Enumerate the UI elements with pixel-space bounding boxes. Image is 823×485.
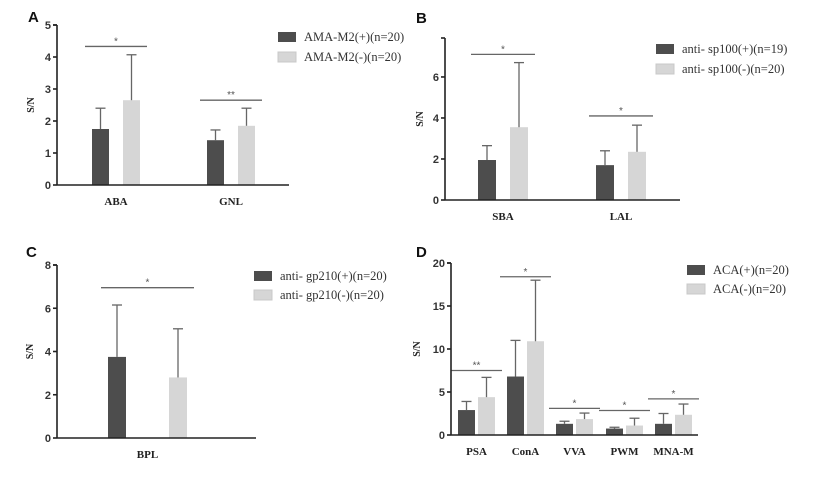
bar-positive-pwm (606, 428, 623, 435)
bar-positive-aba (92, 129, 109, 185)
y-tick-label: 4 (45, 347, 52, 359)
x-category-label: VVA (563, 446, 585, 458)
y-tick-label: 0 (433, 195, 439, 207)
y-tick-label: 0 (439, 430, 445, 442)
significance-label: * (501, 44, 505, 55)
y-tick-label: 0 (45, 180, 51, 192)
x-category-label: GNL (219, 196, 243, 208)
panel-b: B * * 0 2 4 6 SBA LAL S/N anti- sp100(+)(n=19) anti… (415, 10, 787, 223)
y-axis-label: S/N (26, 96, 37, 112)
bar-negative-mna-m (675, 414, 692, 435)
y-tick-label: 4 (433, 113, 440, 125)
bar-positive-lal (596, 165, 614, 200)
bar-positive-sba (478, 160, 496, 200)
bar-negative-pwm (626, 425, 643, 435)
significance-label: * (146, 278, 150, 289)
y-axis-label: S/N (412, 340, 423, 356)
legend-swatch (686, 283, 706, 295)
bar-negative-gnl (238, 125, 255, 185)
x-category-label: PSA (466, 446, 487, 458)
bar-positive-psa (458, 410, 475, 435)
x-category-label: MNA-M (653, 446, 694, 458)
legend-label: AMA-M2(-)(n=20) (304, 50, 401, 64)
legend-swatch (277, 51, 297, 63)
bar-negative-psa (478, 397, 495, 435)
legend-swatch (278, 32, 296, 42)
significance-label: ** (473, 361, 481, 372)
x-category-label: PWM (610, 446, 639, 458)
bar-negative-sba (510, 127, 528, 200)
significance-label: * (672, 389, 676, 400)
bar-positive-cona (507, 376, 524, 435)
legend-label: anti- sp100(+)(n=19) (682, 42, 787, 56)
bar-positive-mna-m (655, 423, 672, 435)
bar-negative-lal (628, 151, 646, 200)
panel-letter: C (26, 244, 37, 261)
y-tick-label: 5 (439, 387, 445, 399)
x-category-label: BPL (137, 449, 158, 461)
legend-swatch (253, 289, 273, 301)
legend-label: AMA-M2(+)(n=20) (304, 30, 404, 44)
panel-letter: D (416, 244, 427, 261)
bar-negative-bpl (169, 377, 187, 438)
y-tick-label: 5 (45, 20, 51, 32)
y-tick-label: 0 (45, 433, 51, 445)
bar-positive-bpl (108, 356, 126, 438)
y-tick-label: 3 (45, 84, 51, 96)
significance-label: * (573, 398, 577, 409)
legend-swatch (687, 265, 705, 275)
x-category-label: ABA (104, 196, 127, 208)
legend-swatch (656, 44, 674, 54)
bar-positive-vva (556, 423, 573, 435)
legend-label: anti- gp210(-)(n=20) (280, 288, 384, 302)
legend-label: anti- gp210(+)(n=20) (280, 269, 387, 283)
bar-negative-aba (123, 100, 140, 185)
x-category-label: SBA (492, 211, 513, 223)
panel-c: C * 0 2 4 6 8 BPL S/N anti- gp210(+)(n=20) anti- g… (25, 244, 387, 461)
significance-label: * (524, 267, 528, 278)
legend-swatch (655, 63, 675, 75)
y-tick-label: 1 (45, 148, 51, 160)
panel-letter: B (416, 10, 427, 27)
legend-label: ACA(+)(n=20) (713, 263, 789, 277)
y-tick-label: 2 (45, 390, 51, 402)
y-tick-label: 2 (45, 116, 51, 128)
bar-negative-vva (576, 419, 593, 435)
y-axis-label: S/N (25, 343, 36, 359)
y-axis-label: S/N (415, 110, 426, 126)
bar-negative-cona (527, 341, 544, 435)
significance-label: * (619, 106, 623, 117)
x-category-label: ConA (512, 446, 540, 458)
y-tick-label: 20 (433, 258, 445, 270)
y-tick-label: 8 (45, 260, 51, 272)
y-tick-label: 10 (433, 344, 445, 356)
bar-positive-gnl (207, 140, 224, 185)
y-tick-label: 2 (433, 154, 439, 166)
legend-label: anti- sp100(-)(n=20) (682, 62, 785, 76)
y-tick-label: 6 (433, 72, 439, 84)
legend-label: ACA(-)(n=20) (713, 282, 786, 296)
legend-swatch (254, 271, 272, 281)
x-category-label: LAL (610, 211, 633, 223)
y-tick-label: 6 (45, 303, 51, 315)
y-tick-label: 15 (433, 301, 445, 313)
significance-label: * (114, 36, 118, 47)
panel-letter: A (28, 9, 39, 26)
y-tick-label: 4 (45, 52, 52, 64)
significance-label: * (623, 400, 627, 411)
significance-label: ** (227, 90, 235, 101)
